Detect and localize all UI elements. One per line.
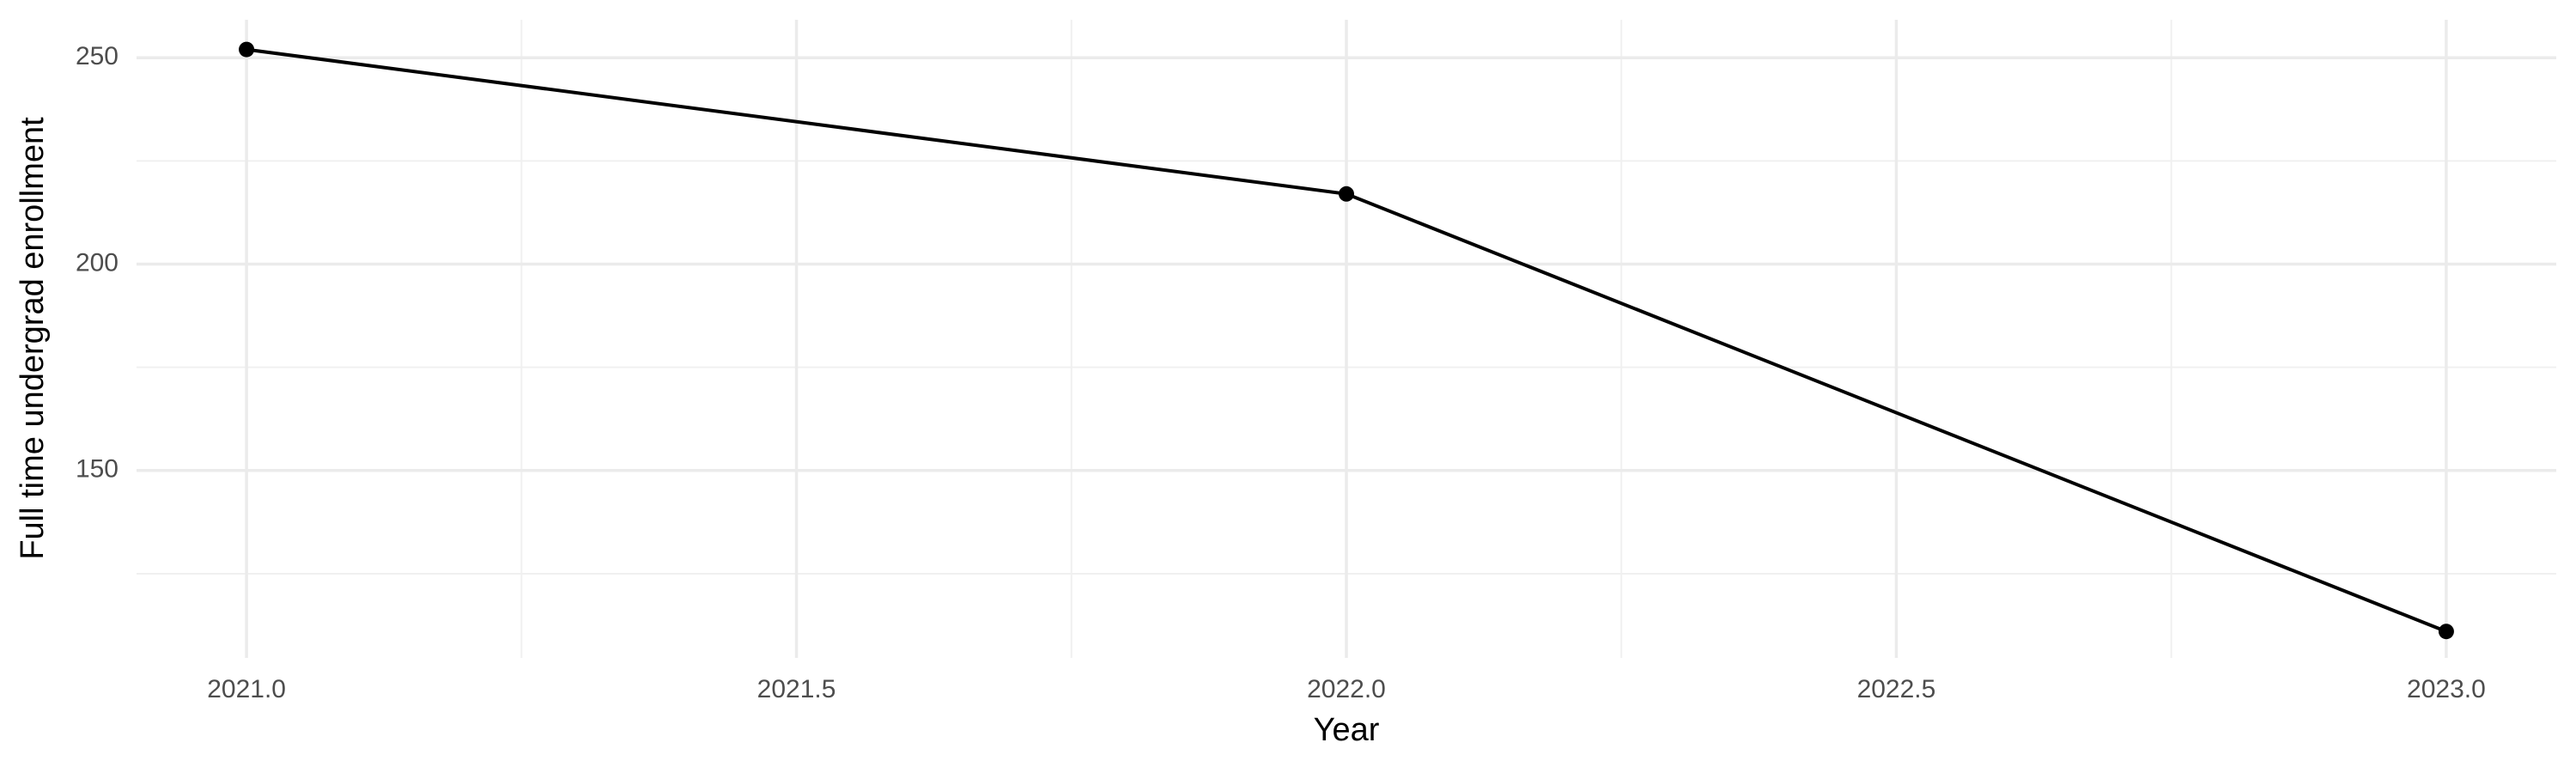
x-tick-label: 2023.0: [2407, 675, 2486, 703]
y-axis-title: Full time undergrad enrollment: [15, 117, 51, 560]
y-tick-label: 200: [76, 248, 118, 277]
data-point: [2438, 624, 2454, 640]
x-tick-label: 2021.5: [757, 675, 836, 703]
y-tick-label: 250: [76, 42, 118, 70]
x-tick-label: 2022.5: [1857, 675, 1936, 703]
data-point: [1339, 186, 1354, 202]
y-tick-label: 150: [76, 455, 118, 484]
x-tick-label: 2022.0: [1307, 675, 1386, 703]
x-tick-label: 2021.0: [207, 675, 286, 703]
data-point: [239, 41, 255, 58]
x-axis-title: Year: [1314, 712, 1380, 748]
